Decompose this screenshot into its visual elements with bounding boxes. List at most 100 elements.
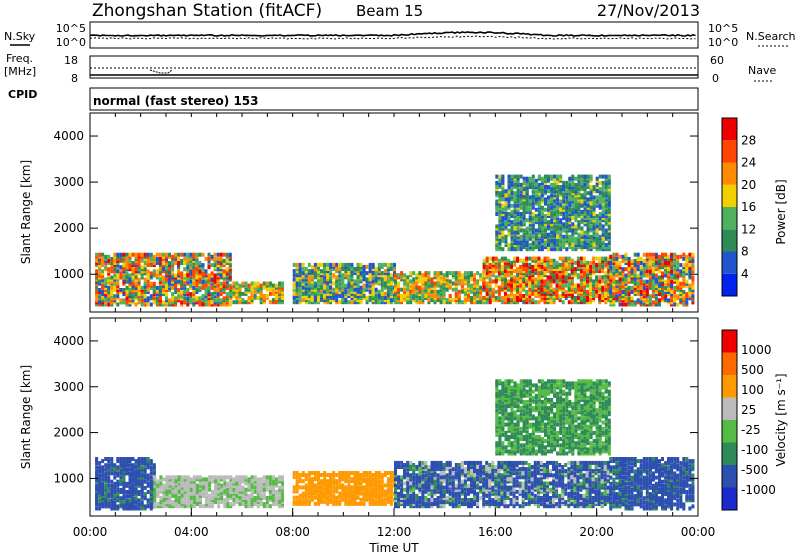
- power-cell: [559, 238, 563, 243]
- power-cell: [101, 292, 105, 297]
- power-cell: [359, 285, 363, 290]
- power-cell: [238, 289, 242, 294]
- vel-cell: [159, 496, 163, 500]
- power-cell: [688, 292, 692, 297]
- power-cell: [503, 283, 507, 288]
- power-cell: [507, 262, 510, 267]
- power-cell: [195, 288, 199, 292]
- power-cell: [259, 283, 263, 288]
- power-cell: [281, 291, 284, 296]
- power-cell: [412, 281, 416, 286]
- power-cell: [516, 207, 520, 212]
- power-cell: [537, 275, 541, 280]
- power-cell: [310, 277, 314, 282]
- power-cell: [589, 193, 593, 198]
- power-cell: [522, 241, 526, 245]
- power-cell: [219, 300, 223, 305]
- power-cell: [161, 256, 165, 261]
- power-cell: [222, 281, 226, 286]
- power-cell: [531, 216, 535, 221]
- power-cell: [574, 205, 578, 210]
- power-cell: [510, 232, 514, 237]
- vel-cell: [116, 498, 120, 503]
- power-cell: [380, 262, 384, 267]
- vel-cell: [268, 489, 272, 494]
- power-cell: [155, 261, 159, 265]
- power-cell: [604, 176, 608, 181]
- vel-cell: [320, 473, 323, 477]
- vel-cell: [335, 479, 339, 484]
- vel-cell: [211, 475, 215, 480]
- power-cell: [583, 209, 587, 214]
- vel-cell: [195, 477, 199, 482]
- power-cell: [579, 277, 583, 282]
- power-cell: [143, 261, 147, 265]
- power-cell: [238, 283, 242, 288]
- power-cell: [670, 254, 674, 259]
- power-cell: [470, 273, 473, 278]
- power-cell: [615, 263, 619, 268]
- vel-cell: [292, 475, 296, 480]
- power-cell: [604, 294, 608, 298]
- vel-cell: [262, 504, 266, 509]
- power-cell: [198, 288, 202, 292]
- power-cell: [389, 267, 393, 271]
- power-cell: [568, 218, 572, 223]
- vel-cell: [107, 492, 111, 497]
- vel-cell: [128, 467, 132, 472]
- power-cell: [540, 212, 544, 216]
- power-cell: [232, 285, 236, 290]
- power-cell: [528, 289, 532, 294]
- vel-cell: [320, 479, 323, 484]
- vel-cell: [350, 499, 354, 504]
- power-cell: [152, 285, 156, 290]
- power-cell: [268, 281, 272, 286]
- power-cell: [479, 289, 483, 294]
- power-cell: [122, 256, 126, 261]
- power-cell: [537, 201, 541, 206]
- vel-cell: [292, 489, 296, 494]
- power-cell: [556, 197, 560, 202]
- power-cell: [192, 269, 196, 274]
- power-cell: [134, 263, 138, 268]
- vel-cell: [98, 475, 102, 480]
- power-cell: [583, 238, 587, 243]
- power-cell: [448, 283, 452, 288]
- nsky-trace: [89, 31, 696, 37]
- power-cell: [546, 269, 550, 274]
- power-cell: [207, 302, 211, 307]
- power-cell: [317, 269, 320, 274]
- power-cell: [553, 228, 557, 233]
- power-cell: [556, 180, 560, 185]
- power-cell: [592, 269, 596, 274]
- power-cell: [383, 262, 387, 267]
- power-cell: [225, 285, 229, 290]
- power-cell: [421, 281, 425, 286]
- power-cell: [676, 288, 680, 292]
- power-cell: [204, 302, 208, 307]
- power-cell: [552, 275, 556, 280]
- power-cell: [473, 298, 476, 303]
- power-cell: [116, 285, 120, 290]
- power-cell: [547, 203, 550, 208]
- vel-cell: [202, 504, 205, 509]
- power-cell: [98, 254, 102, 259]
- power-cell: [137, 254, 141, 259]
- power-cell: [658, 302, 661, 307]
- power-cell: [565, 222, 569, 227]
- power-cell: [128, 292, 132, 297]
- power-cell: [174, 277, 178, 282]
- power-cell: [540, 224, 544, 229]
- power-cell: [338, 281, 342, 286]
- power-cell: [543, 258, 547, 263]
- vel-cell: [265, 504, 269, 509]
- power-cell: [307, 275, 311, 280]
- power-cell: [688, 271, 692, 276]
- power-cell: [128, 252, 132, 257]
- power-cell: [537, 195, 541, 200]
- power-cell: [685, 300, 689, 305]
- power-cell: [609, 269, 613, 274]
- power-cell: [667, 271, 671, 276]
- power-cell: [570, 275, 574, 280]
- power-cell: [544, 185, 547, 189]
